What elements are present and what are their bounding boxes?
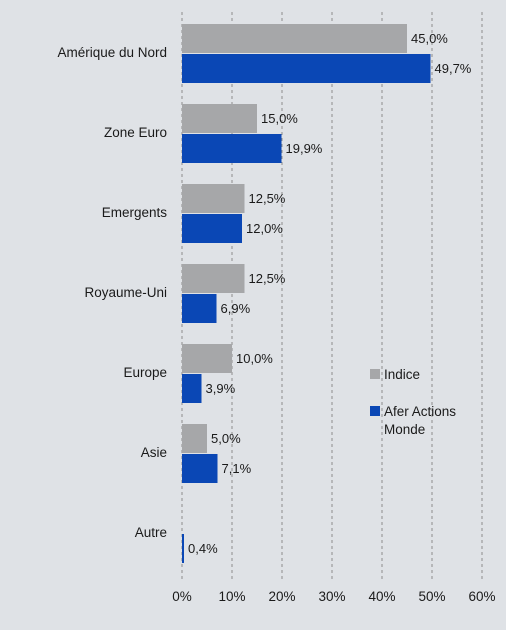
bar-indice [182, 24, 407, 53]
bar-afer-actions-monde [182, 54, 431, 83]
bar-indice [182, 264, 245, 293]
category-label: Asie [141, 445, 167, 460]
x-tick-label: 20% [268, 589, 295, 604]
x-tick-label: 10% [218, 589, 245, 604]
data-label-indice: 12,5% [249, 271, 286, 286]
data-label-afer-actions-monde: 49,7% [435, 61, 472, 76]
x-tick-label: 30% [318, 589, 345, 604]
bar-afer-actions-monde [182, 294, 217, 323]
category-label: Royaume-Uni [84, 285, 167, 300]
bar-indice [182, 424, 207, 453]
data-label-afer-actions-monde: 3,9% [206, 381, 236, 396]
x-tick-label: 60% [468, 589, 495, 604]
bar-indice [182, 104, 257, 133]
data-label-afer-actions-monde: 12,0% [246, 221, 283, 236]
category-label: Europe [123, 365, 167, 380]
x-tick-label: 0% [172, 589, 192, 604]
legend-label-indice: Indice [384, 367, 420, 382]
gridlines [181, 12, 483, 582]
bar-afer-actions-monde [182, 454, 218, 483]
category-label: Amérique du Nord [57, 45, 167, 60]
data-label-indice: 45,0% [411, 31, 448, 46]
data-label-afer-actions-monde: 7,1% [222, 461, 252, 476]
data-label-indice: 10,0% [236, 351, 273, 366]
data-label-indice: 5,0% [211, 431, 241, 446]
data-label-indice: 15,0% [261, 111, 298, 126]
category-label: Autre [135, 525, 167, 540]
bars: 45,0% 49,7% 15,0% 19,9% 12,5% 12,0% 12,5% 6,9% 1… [182, 24, 472, 563]
bar-afer-actions-monde [182, 374, 202, 403]
data-label-afer-actions-monde: 6,9% [221, 301, 251, 316]
category-label: Zone Euro [104, 125, 167, 140]
legend-label-afer-actions-monde: Afer Actions Monde [384, 404, 456, 437]
data-label-afer-actions-monde: 19,9% [286, 141, 323, 156]
category-labels: Amérique du Nord Zone Euro Emergents Royaum… [57, 45, 167, 540]
x-tick-label: 40% [368, 589, 395, 604]
x-axis-ticks: 0% 10% 20% 30% 40% 50% 60% [172, 589, 495, 604]
data-label-afer-actions-monde: 0,4% [188, 541, 218, 556]
bar-afer-actions-monde [182, 134, 282, 163]
legend: Indice Afer Actions Monde [370, 367, 456, 437]
x-tick-label: 50% [418, 589, 445, 604]
bar-afer-actions-monde [182, 214, 242, 243]
data-label-indice: 12,5% [249, 191, 286, 206]
legend-swatch-indice [370, 369, 380, 379]
legend-swatch-afer-actions-monde [370, 406, 380, 416]
category-label: Emergents [102, 205, 168, 220]
bar-indice [182, 184, 245, 213]
bar-indice [182, 344, 232, 373]
bar-afer-actions-monde [182, 534, 184, 563]
